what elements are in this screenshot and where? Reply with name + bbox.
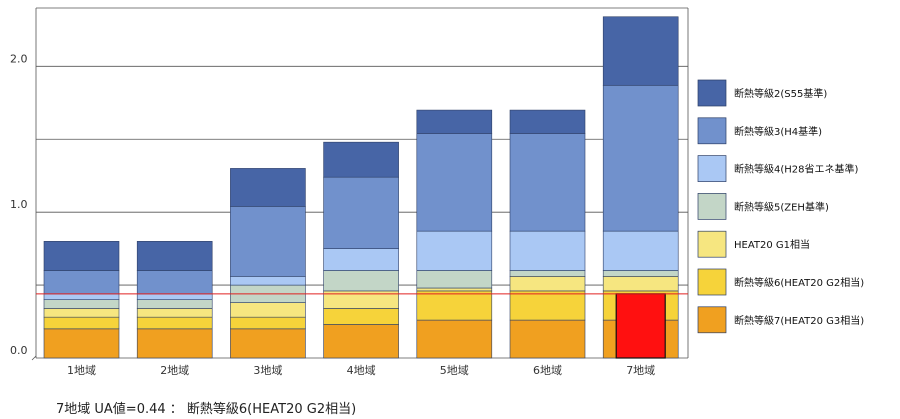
bar-segment [136,241,213,271]
bar-segment [136,308,213,318]
bar-segment [136,328,213,359]
legend-label: 断熱等級3(H4基準) [734,125,822,138]
bar-segment [509,109,586,134]
y-tick-label: 2.0 [10,52,28,65]
bar-segment [323,308,399,325]
legend-swatch [697,79,727,107]
bar-segment [230,276,306,286]
legend-label: 断熱等級2(S55基準) [734,87,827,100]
legend-swatch [697,230,727,258]
legend-swatch [697,193,727,220]
y-tick-label: 1.0 [10,198,28,211]
bar-segment [509,319,586,359]
legend-swatch [697,306,727,334]
bar-segment [230,168,306,207]
legend-label: 断熱等級6(HEAT20 G2相当) [734,276,864,289]
bar-segment [323,248,399,271]
bar-segment [136,299,213,309]
legend-label: 断熱等級5(ZEH基準) [734,200,829,213]
bar-segment [416,287,493,292]
bar-segment [323,324,399,359]
bar-segment [416,270,493,289]
x-tick-label: 1地域 [67,364,96,377]
legend-label: 断熱等級4(H28省エネ基準) [734,163,859,176]
bar-segment [416,230,493,271]
legend-label: 断熱等級7(HEAT20 G3相当) [734,314,864,327]
legend-swatch [697,155,727,182]
bar-segment [509,276,586,292]
bar-segment [230,302,306,318]
bar-segment [136,270,213,295]
bar-segment [416,109,493,134]
legend-label: HEAT20 G1相当 [734,238,810,251]
bar-segment [416,290,493,321]
x-tick-label: 3地域 [253,364,282,377]
bar-segment [509,290,586,321]
x-tick-label: 7地域 [626,364,655,377]
bar-segment [323,141,399,178]
bar-segment [43,241,120,271]
highlight-bar [615,293,666,359]
x-axis-labels: 1地域 2地域 3地域 4地域 5地域 6地域 7地域 [67,364,655,377]
bar-segment [602,270,679,277]
bar-segment [509,230,586,271]
chart-caption: 7地域 UA値=0.44 ： 断熱等級6(HEAT20 G2相当) [56,402,357,417]
x-tick-label: 5地域 [440,364,469,377]
legend-swatch [697,117,727,145]
bar-segment [323,176,399,249]
x-tick-label: 4地域 [347,364,376,377]
y-axis-ticks: 0.0 1.0 2.0 [10,52,28,357]
legend: 断熱等級2(S55基準) 断熱等級3(H4基準) 断熱等級4(H28省エネ基準) 断熱… [697,79,864,334]
bar-segment [509,133,586,232]
bar-segment [230,206,306,277]
legend-swatch [697,268,727,296]
bar-segment [416,319,493,359]
x-tick-label: 6地域 [533,364,562,377]
bar-segment [43,293,120,300]
axis-break-mark [31,355,37,361]
bar-segment [416,133,493,232]
bar-segment [43,270,120,295]
bar-segment [43,299,120,309]
bar-segment [602,230,679,271]
bars [43,16,679,359]
bar-segment [509,270,586,277]
bar-segment [136,293,213,300]
bar-segment [323,270,399,292]
y-tick-label: 0.0 [10,344,28,357]
bar-segment [602,16,679,86]
bar-segment [43,316,120,330]
x-tick-label: 2地域 [160,364,189,377]
bar-segment [43,308,120,318]
bar-segment [230,316,306,330]
bar-segment [602,84,679,232]
bar-segment [230,328,306,359]
bar-segment [136,316,213,330]
bar-segment [602,276,679,292]
bar-segment [43,328,120,359]
